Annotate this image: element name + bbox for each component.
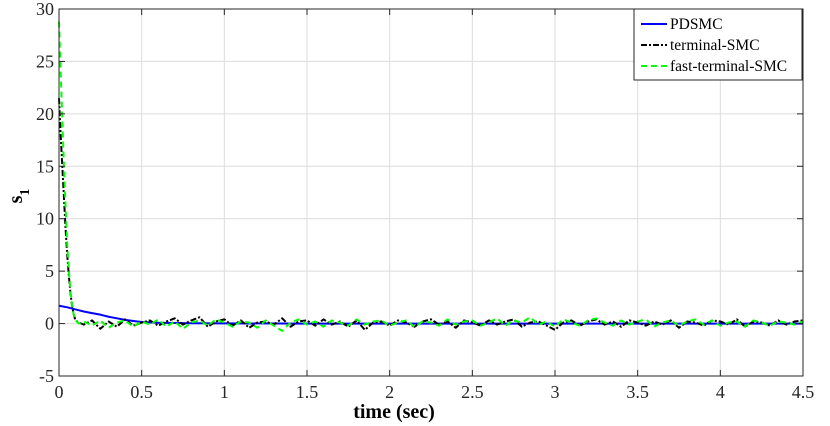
plot-frame bbox=[58, 8, 804, 377]
x-tick-label: 1 bbox=[220, 382, 229, 402]
x-tick-label: 2.5 bbox=[461, 382, 484, 402]
y-axis-label-subscript: 1 bbox=[18, 189, 33, 196]
y-tick-label: 20 bbox=[36, 104, 54, 124]
series-layer bbox=[58, 21, 804, 332]
legend: PDSMC terminal-SMC fast-terminal-SMC bbox=[633, 8, 803, 81]
series-line-fast-terminal-smc bbox=[58, 21, 804, 332]
series-line-terminal-smc bbox=[58, 98, 804, 331]
y-tick-label: 10 bbox=[36, 209, 54, 229]
x-tick-label: 4.5 bbox=[792, 382, 815, 402]
x-tick-label: 1.5 bbox=[296, 382, 319, 402]
y-tick-label: 0 bbox=[45, 314, 54, 334]
y-tick-label: -5 bbox=[39, 366, 54, 386]
x-axis-label: time (sec) bbox=[353, 401, 435, 423]
x-tick-label: 3 bbox=[551, 382, 560, 402]
x-tick-label: 2 bbox=[385, 382, 394, 402]
legend-label-pdsmc: PDSMC bbox=[670, 16, 723, 33]
y-axis-label: s1 bbox=[5, 189, 33, 204]
y-tick-label: 15 bbox=[36, 156, 54, 176]
y-tick-label: 5 bbox=[45, 261, 54, 281]
x-tick-label: 0.5 bbox=[130, 382, 153, 402]
x-tick-label: 4 bbox=[716, 382, 725, 402]
y-tick-label: 25 bbox=[36, 51, 54, 71]
y-tick-label: 30 bbox=[36, 0, 54, 19]
x-tick-label: 3.5 bbox=[626, 382, 649, 402]
y-axis-label-main: s bbox=[5, 195, 27, 203]
legend-label-terminal-smc: terminal-SMC bbox=[670, 37, 760, 54]
x-tick-label: 0 bbox=[55, 382, 64, 402]
legend-label-fast-terminal-smc: fast-terminal-SMC bbox=[670, 58, 787, 75]
